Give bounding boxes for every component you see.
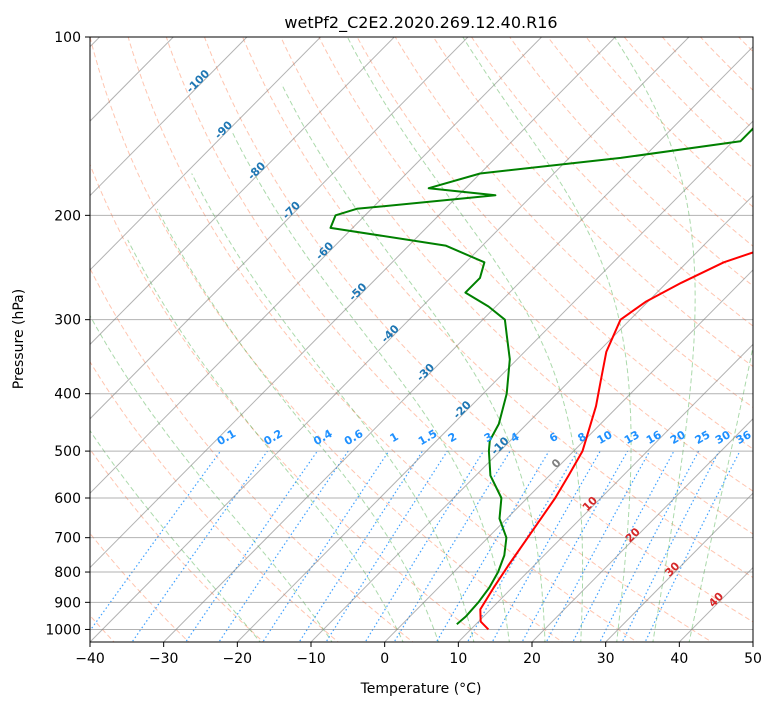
y-tick-label: 500 [54,444,81,460]
x-tick-label: 20 [523,651,541,667]
x-tick-label: −20 [223,651,253,667]
x-tick-label: 50 [744,651,762,667]
dry-adiabat-line [509,37,753,287]
isotherm-line [531,418,753,642]
dry-adiabat-line [585,37,753,208]
isotherm-line [90,37,469,420]
y-tick-label: 200 [54,208,81,224]
dry-adiabat-line [356,37,753,450]
chart-title: wetPf2_C2E2.2020.269.12.40.R16 [284,13,557,33]
dry-adiabat-line [470,37,753,327]
mixing-ratio-line [599,450,700,642]
y-tick-label: 400 [54,387,81,403]
x-tick-label: 40 [670,651,688,667]
isotherm-line [90,37,616,569]
dry-adiabat-line [127,37,638,642]
dry-adiabat-line [90,267,414,642]
y-tick-label: 900 [54,595,81,611]
isotherm-line [604,492,753,642]
mixing-ratio-line [298,450,424,642]
isotherm-line [90,37,690,642]
mixing-ratio-line [364,450,485,642]
dewpoint-profile [329,127,753,625]
mixing-ratio-line [131,450,268,642]
x-tick-label: 0 [380,651,389,667]
isotherm-line [162,46,753,642]
x-tick-label: 30 [597,651,615,667]
dry-adiabat-line [90,448,265,642]
moist-adiabat-line [281,83,546,642]
mixing-ratio-line [572,450,675,642]
y-tick-label: 1000 [45,622,81,638]
dry-adiabat-line [242,37,753,579]
y-tick-label: 300 [54,313,81,329]
dry-adiabat-line [90,37,564,642]
mixing-ratio-line [185,450,318,642]
y-tick-label: 100 [54,30,81,46]
y-tick-label: 600 [54,491,81,507]
x-tick-label: 10 [449,651,467,667]
x-tick-label: −10 [296,651,326,667]
moist-adiabat-line [156,208,440,642]
isotherm-line [310,194,753,642]
mixing-ratio-line [545,450,651,642]
mixing-ratio-line [466,450,579,642]
isotherm-line [90,37,543,494]
dry-adiabat-line [165,37,713,642]
y-tick-label: 700 [54,531,81,547]
x-tick-label: −30 [149,651,179,667]
y-axis-label: Pressure (hPa) [11,289,27,389]
axes: −40 −30 −20 −10 0 10 20 30 40 50 100 200 300 400 500 60… [45,30,762,667]
temperature-profile [479,251,753,631]
plot-frame [89,36,754,643]
moist-adiabat-line [90,429,261,642]
y-tick-label: 800 [54,565,81,581]
isotherm-line [457,343,753,642]
x-tick-label: −40 [75,651,105,667]
mixing-ratio-line [218,450,349,642]
moist-adiabat-line [191,173,475,642]
mixing-ratio-line [262,450,390,642]
mixing-ratio-line [325,450,448,642]
dry-adiabat-line [90,532,190,642]
mixing-ratio-line [90,450,221,632]
moist-adiabat-line [127,239,404,642]
dry-adiabat-line [90,163,489,642]
isotherm-line [90,37,248,197]
mixing-ratio-line [435,450,550,642]
moist-adiabat-line [90,314,333,642]
isotherm-line [90,37,395,346]
isotherm-line [90,37,322,271]
moist-adiabat-line [232,132,510,642]
dry-adiabat-line [318,37,753,492]
dry-adiabat-line [394,37,753,409]
x-axis-label: Temperature (°C) [360,681,482,697]
profiles [329,127,753,631]
isotherm-line [383,269,753,642]
dry-adiabat-line [280,37,753,535]
isotherm-line [236,120,753,642]
grid-lines [90,37,753,642]
